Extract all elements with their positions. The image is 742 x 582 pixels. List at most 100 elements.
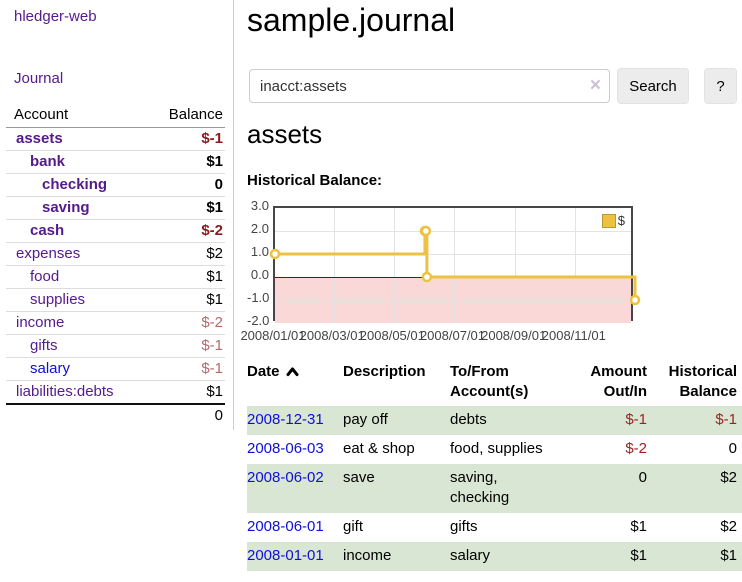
account-link[interactable]: saving (42, 199, 90, 216)
search-button[interactable]: Search (617, 68, 689, 104)
page-title: sample.journal (247, 2, 456, 38)
account-name-cell: salary (6, 357, 144, 381)
transaction-description-cell: pay off (343, 411, 388, 428)
transaction-date-link[interactable]: 2008-06-03 (247, 440, 324, 457)
search-input[interactable] (250, 70, 609, 102)
transaction-amount-cell: $1 (630, 518, 647, 535)
x-axis-tick-label: 2008/01/01 (240, 328, 306, 343)
account-link[interactable]: bank (30, 153, 66, 170)
transaction-description-cell: income (343, 547, 392, 564)
nav-journal-link[interactable]: Journal (14, 70, 64, 87)
account-link[interactable]: food (30, 268, 60, 285)
transaction-accounts-cell: salary (450, 547, 491, 564)
transaction-balance-cell: $2 (720, 518, 737, 535)
sort-ascending-icon (286, 363, 299, 383)
account-row: bank $1 (6, 150, 225, 174)
chart-gridline-vertical (575, 208, 577, 323)
account-link[interactable]: expenses (16, 245, 81, 262)
transaction-date-link[interactable]: 2008-06-02 (247, 469, 324, 486)
transaction-description-cell: gift (343, 518, 364, 535)
transaction-amount-cell: $-2 (625, 440, 647, 457)
help-button[interactable]: ? (704, 68, 737, 104)
transaction-row: 2008-06-02 save saving, checking 0 $2 (247, 464, 742, 513)
account-row: cash $-2 (6, 219, 225, 243)
chart-gridline-vertical (515, 208, 517, 323)
data-point-marker (421, 271, 433, 283)
transaction-row: 2008-12-31 pay off debts $-1 $-1 (247, 406, 742, 435)
transaction-date-cell: 2008-06-03 (247, 435, 343, 464)
transaction-date-cell: 2008-01-01 (247, 542, 343, 571)
y-axis-tick-label: 2.0 (250, 221, 269, 236)
transaction-row: 2008-06-03 eat & shop food, supplies $-2 0 (247, 435, 742, 464)
account-balance: 0 (143, 173, 225, 197)
account-balance: $-2 (143, 219, 225, 243)
register-header-row: Date Description To/From Account(s) Amou… (247, 358, 742, 406)
y-axis-tick-label: 1.0 (250, 244, 269, 259)
app-title-link[interactable]: hledger-web (14, 8, 97, 25)
account-balance: $1 (143, 265, 225, 289)
transaction-accounts-cell: gifts (450, 518, 478, 535)
data-point-marker (269, 248, 281, 260)
chart-gridline-vertical (454, 208, 455, 323)
account-row: food $1 (6, 265, 225, 289)
accounts-total-balance: 0 (143, 403, 225, 427)
account-name-cell: expenses (6, 242, 144, 266)
accounts-total-row: 0 (6, 403, 225, 427)
account-link[interactable]: assets (16, 130, 63, 147)
account-name-cell: checking (6, 173, 144, 197)
account-name-cell: assets (6, 127, 144, 151)
account-name-cell: bank (6, 150, 144, 174)
transaction-balance-cell: $2 (720, 469, 737, 486)
account-row: checking 0 (6, 173, 225, 197)
sidebar-divider (233, 0, 234, 430)
account-link[interactable]: gifts (30, 337, 58, 354)
transaction-date-link[interactable]: 2008-12-31 (247, 411, 324, 428)
account-heading: assets (247, 119, 323, 149)
account-tree-body: assets $-1 bank $1 checking 0 saving $1 cash $-2 e… (6, 127, 225, 427)
search-form: × Search ? (247, 68, 742, 104)
transaction-amount-cell: $1 (630, 547, 647, 564)
column-header-balance: Historical Balance (668, 363, 737, 400)
total-spacer (6, 403, 144, 427)
account-row: saving $1 (6, 196, 225, 220)
balance-column-header: Balance (143, 103, 225, 128)
y-axis-tick-label: -1.0 (247, 290, 270, 305)
account-link[interactable]: income (16, 314, 65, 331)
transaction-row: 2008-01-01 income salary $1 $1 (247, 542, 742, 571)
account-link[interactable]: cash (30, 222, 65, 239)
account-balance: $-1 (143, 127, 225, 151)
transaction-accounts-cell: debts (450, 411, 487, 428)
transaction-accounts-cell: food, supplies (450, 440, 543, 457)
transaction-balance-cell: $-1 (715, 411, 737, 428)
transaction-amount-cell: $-1 (625, 411, 647, 428)
account-tree-table: Account Balance assets $-1 bank $1 checking 0… (6, 103, 225, 427)
account-name-cell: income (6, 311, 144, 335)
account-link[interactable]: salary (30, 360, 71, 377)
x-axis-tick-label: 2008/05/01 (359, 328, 425, 343)
transaction-date-link[interactable]: 2008-01-01 (247, 547, 324, 564)
account-link[interactable]: checking (42, 176, 108, 193)
chart-gridline-horizontal (275, 253, 631, 255)
account-tree-header-row: Account Balance (6, 103, 225, 128)
chart-gridline-vertical (393, 208, 395, 323)
transaction-date-link[interactable]: 2008-06-01 (247, 518, 324, 535)
legend-label: $ (617, 213, 625, 228)
column-header-description: Description (343, 363, 426, 380)
y-axis-tick-label: 3.0 (250, 198, 269, 213)
chart-title: Historical Balance: (247, 172, 383, 189)
chart-plot-area[interactable]: $ (269, 206, 641, 323)
account-row: income $-2 (6, 311, 225, 335)
clear-search-icon[interactable]: × (589, 75, 601, 96)
account-balance: $1 (143, 150, 225, 174)
account-row: gifts $-1 (6, 334, 225, 358)
transaction-description-cell: save (343, 469, 375, 486)
account-link[interactable]: supplies (30, 291, 86, 308)
column-header-date[interactable]: Date (247, 358, 343, 406)
account-balance: $1 (143, 380, 225, 405)
account-row: liabilities:debts $1 (6, 380, 225, 405)
account-balance: $1 (143, 196, 225, 220)
account-link[interactable]: liabilities:debts (16, 383, 114, 400)
column-header-accounts: To/From Account(s) (450, 363, 529, 400)
account-name-cell: liabilities:debts (6, 380, 144, 405)
account-row: salary $-1 (6, 357, 225, 381)
